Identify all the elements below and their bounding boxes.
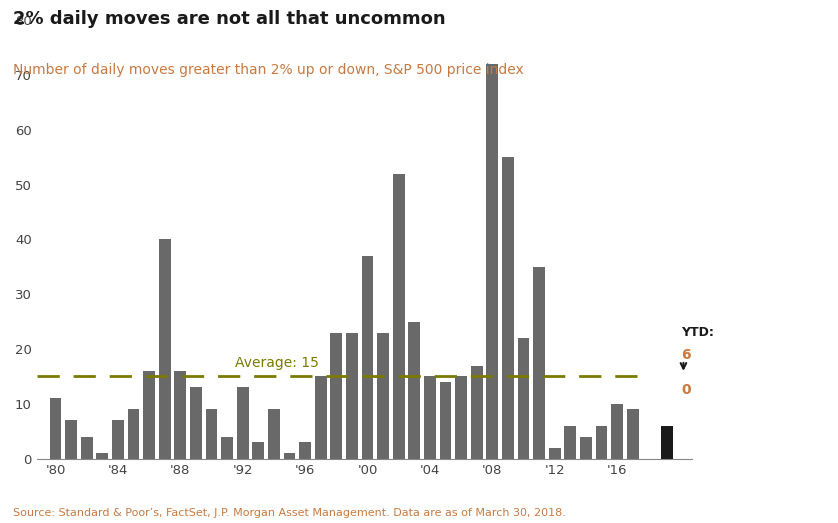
Bar <box>268 410 280 459</box>
Bar <box>315 377 327 459</box>
Bar <box>627 410 639 459</box>
Text: YTD:: YTD: <box>681 326 714 339</box>
Bar <box>486 64 498 459</box>
Bar <box>455 377 467 459</box>
Bar <box>190 388 202 459</box>
Bar <box>80 437 92 459</box>
Text: 6: 6 <box>681 348 691 361</box>
Bar <box>362 256 374 459</box>
Bar <box>393 174 405 459</box>
Bar <box>299 442 311 459</box>
Text: 0: 0 <box>681 383 691 397</box>
Bar <box>159 240 170 459</box>
Bar <box>471 366 483 459</box>
Text: Number of daily moves greater than 2% up or down, S&P 500 price index: Number of daily moves greater than 2% up… <box>13 63 523 77</box>
Bar <box>549 448 561 459</box>
Bar <box>283 453 295 459</box>
Bar <box>252 442 264 459</box>
Text: Source: Standard & Poor’s, FactSet, J.P. Morgan Asset Management. Data are as of: Source: Standard & Poor’s, FactSet, J.P.… <box>13 508 566 518</box>
Bar <box>440 382 452 459</box>
Bar <box>205 410 217 459</box>
Bar <box>346 333 358 459</box>
Bar <box>502 157 514 459</box>
Bar <box>221 437 233 459</box>
Bar <box>112 420 124 459</box>
Bar <box>65 420 77 459</box>
Bar <box>49 399 61 459</box>
Bar <box>565 426 577 459</box>
Bar <box>174 371 186 459</box>
Bar <box>143 371 155 459</box>
Bar <box>518 338 530 459</box>
Bar <box>96 453 108 459</box>
Text: 2% daily moves are not all that uncommon: 2% daily moves are not all that uncommon <box>13 10 445 28</box>
Bar <box>127 410 139 459</box>
Bar <box>611 404 623 459</box>
Text: Average: 15: Average: 15 <box>235 356 318 370</box>
Bar <box>533 267 545 459</box>
Bar <box>408 322 420 459</box>
Bar <box>596 426 608 459</box>
Bar <box>330 333 342 459</box>
Bar <box>424 377 436 459</box>
Bar <box>377 333 389 459</box>
Bar <box>580 437 592 459</box>
Bar <box>237 388 249 459</box>
Bar <box>661 426 673 459</box>
